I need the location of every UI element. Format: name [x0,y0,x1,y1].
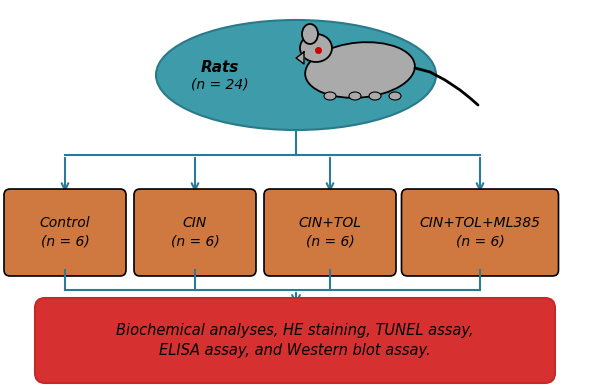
Text: (n = 24): (n = 24) [191,77,249,91]
Ellipse shape [156,20,436,130]
Text: CIN+TOL+ML385
(n = 6): CIN+TOL+ML385 (n = 6) [420,216,540,249]
Ellipse shape [369,92,381,100]
Text: Biochemical analyses, HE staining, TUNEL assay,: Biochemical analyses, HE staining, TUNEL… [116,323,474,338]
FancyBboxPatch shape [264,189,396,276]
Text: Rats: Rats [201,60,239,76]
Ellipse shape [349,92,361,100]
Ellipse shape [389,92,401,100]
Ellipse shape [324,92,336,100]
Text: CIN
(n = 6): CIN (n = 6) [170,216,220,249]
Polygon shape [296,52,304,64]
Text: Control
(n = 6): Control (n = 6) [40,216,91,249]
Text: ELISA assay, and Western blot assay.: ELISA assay, and Western blot assay. [159,343,431,358]
Ellipse shape [305,42,415,98]
Ellipse shape [300,34,332,62]
FancyBboxPatch shape [35,298,555,383]
FancyBboxPatch shape [401,189,558,276]
Ellipse shape [302,24,318,44]
FancyBboxPatch shape [4,189,126,276]
Text: CIN+TOL
(n = 6): CIN+TOL (n = 6) [298,216,362,249]
FancyBboxPatch shape [134,189,256,276]
